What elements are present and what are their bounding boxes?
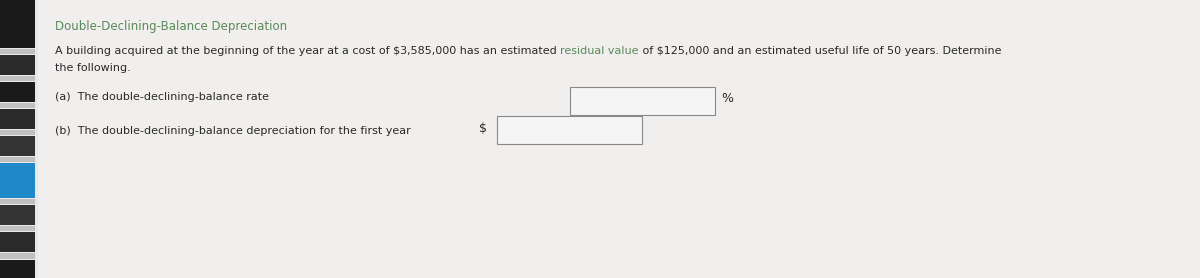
FancyBboxPatch shape xyxy=(0,49,35,54)
FancyBboxPatch shape xyxy=(570,87,715,115)
FancyBboxPatch shape xyxy=(0,205,35,225)
FancyBboxPatch shape xyxy=(0,0,35,48)
FancyBboxPatch shape xyxy=(497,116,642,144)
FancyBboxPatch shape xyxy=(0,260,35,278)
FancyBboxPatch shape xyxy=(0,103,35,108)
FancyBboxPatch shape xyxy=(0,82,35,102)
FancyBboxPatch shape xyxy=(0,76,35,81)
Text: of $125,000 and an estimated useful life of 50 years. Determine: of $125,000 and an estimated useful life… xyxy=(638,46,1001,56)
FancyBboxPatch shape xyxy=(38,0,1200,278)
FancyBboxPatch shape xyxy=(0,130,35,135)
Text: $: $ xyxy=(479,121,487,135)
FancyBboxPatch shape xyxy=(0,199,35,204)
Text: A building acquired at the beginning of the year at a cost of $3,585,000 has an : A building acquired at the beginning of … xyxy=(55,46,560,56)
Text: (b)  The double-declining-balance depreciation for the first year: (b) The double-declining-balance depreci… xyxy=(55,126,410,136)
FancyBboxPatch shape xyxy=(0,157,35,162)
FancyBboxPatch shape xyxy=(0,253,35,259)
FancyBboxPatch shape xyxy=(0,109,35,129)
FancyBboxPatch shape xyxy=(0,226,35,231)
Text: Double-Declining-Balance Depreciation: Double-Declining-Balance Depreciation xyxy=(55,20,287,33)
FancyBboxPatch shape xyxy=(0,232,35,252)
Text: (a)  The double-declining-balance rate: (a) The double-declining-balance rate xyxy=(55,92,269,102)
FancyBboxPatch shape xyxy=(0,163,35,198)
FancyBboxPatch shape xyxy=(0,55,35,75)
Text: %: % xyxy=(721,93,733,105)
Text: residual value: residual value xyxy=(560,46,638,56)
Text: the following.: the following. xyxy=(55,63,131,73)
FancyBboxPatch shape xyxy=(0,136,35,156)
